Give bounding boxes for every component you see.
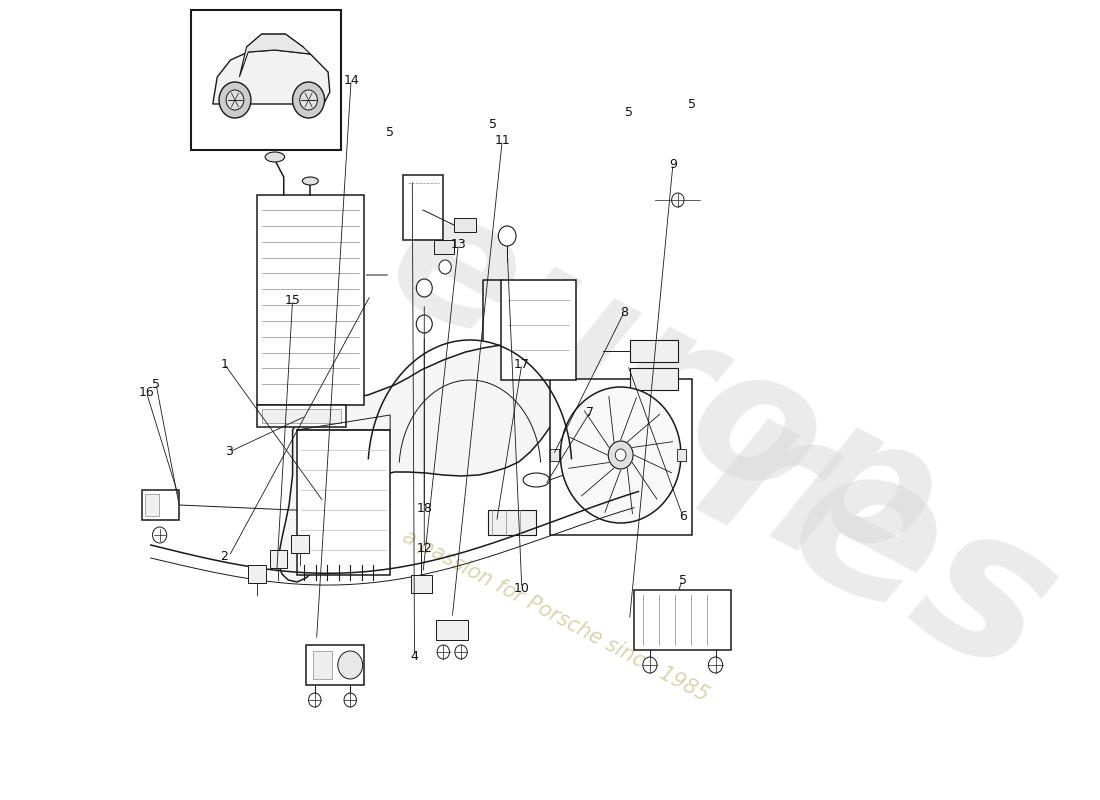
Circle shape [672,193,684,207]
Circle shape [416,315,432,333]
Circle shape [219,82,251,118]
Text: 4: 4 [410,650,418,662]
Circle shape [608,441,634,469]
Polygon shape [278,340,568,582]
Text: 7: 7 [586,406,594,418]
Bar [306,645,363,685]
Text: 5: 5 [679,574,686,586]
Circle shape [560,387,681,523]
Text: 11: 11 [494,134,510,146]
Text: 17: 17 [514,358,530,370]
Circle shape [708,657,723,673]
Text: 9: 9 [669,158,676,170]
Text: 5: 5 [488,118,496,130]
Bar [550,449,559,461]
Bar [500,280,576,380]
Bar [629,340,679,362]
Text: 5: 5 [625,106,634,118]
Bar [145,494,158,516]
Ellipse shape [302,177,318,185]
Circle shape [344,693,356,707]
Bar [142,490,179,520]
Bar [257,405,345,427]
Bar [262,409,341,423]
Text: a passion for Porsche since 1985: a passion for Porsche since 1985 [399,526,713,706]
Text: 1: 1 [220,358,229,370]
Bar [314,651,332,679]
Circle shape [437,645,450,659]
Text: 5: 5 [152,378,161,390]
Circle shape [293,82,324,118]
Text: 13: 13 [451,238,466,250]
Text: europ: europ [360,167,967,601]
Circle shape [309,693,321,707]
Bar [629,368,679,390]
Text: 8: 8 [620,306,628,318]
Text: 18: 18 [416,502,432,514]
Bar [290,535,309,553]
Circle shape [299,90,318,110]
Bar [437,620,469,640]
Bar [297,430,390,575]
Bar [257,195,363,405]
Circle shape [498,226,516,246]
Bar [454,218,476,232]
Circle shape [439,260,451,274]
Ellipse shape [524,473,550,487]
Polygon shape [212,50,330,104]
Bar [249,565,266,583]
Circle shape [615,449,626,461]
Text: 16: 16 [139,386,154,398]
Text: 12: 12 [417,542,432,554]
Bar [634,590,732,650]
Circle shape [455,645,468,659]
Circle shape [642,657,657,673]
Bar [487,510,537,535]
Circle shape [227,90,244,110]
Text: res: res [668,369,1088,719]
Text: 6: 6 [679,510,686,522]
Text: 3: 3 [226,446,233,458]
Bar [190,10,341,150]
Bar [270,550,287,568]
Bar [410,575,432,593]
Ellipse shape [265,152,285,162]
Bar [678,449,686,461]
Text: 14: 14 [343,74,359,86]
Polygon shape [240,34,310,77]
Text: 5: 5 [386,126,394,138]
Text: 2: 2 [220,550,229,562]
Bar [404,175,443,240]
Text: 15: 15 [285,294,300,306]
Text: 10: 10 [514,582,530,594]
Bar [550,379,692,535]
Circle shape [416,279,432,297]
Text: 5: 5 [689,98,696,110]
Circle shape [153,527,167,543]
Bar [434,240,454,254]
Circle shape [338,651,363,679]
